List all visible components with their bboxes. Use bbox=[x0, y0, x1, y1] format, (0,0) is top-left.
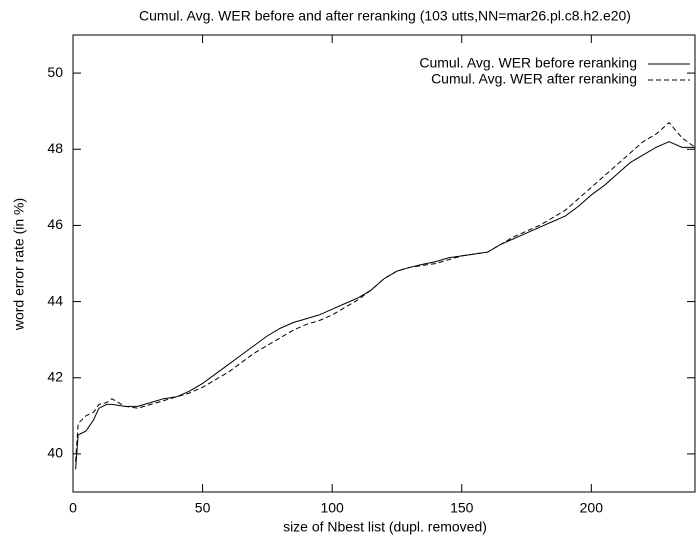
y-tick-label: 40 bbox=[47, 445, 63, 461]
y-tick-label: 42 bbox=[47, 368, 63, 384]
x-tick-label: 100 bbox=[320, 500, 344, 516]
y-axis-label: word error rate (in %) bbox=[11, 198, 27, 331]
chart-title: Cumul. Avg. WER before and after reranki… bbox=[139, 8, 631, 24]
x-axis-label: size of Nbest list (dupl. removed) bbox=[283, 519, 487, 535]
series-line bbox=[75, 141, 695, 470]
y-tick-label: 44 bbox=[47, 292, 63, 308]
x-tick-label: 0 bbox=[69, 500, 77, 516]
legend-label: Cumul. Avg. WER after reranking bbox=[431, 71, 637, 87]
legend-label: Cumul. Avg. WER before reranking bbox=[419, 55, 637, 71]
plot-frame bbox=[72, 34, 696, 493]
y-tick-label: 50 bbox=[47, 64, 63, 80]
x-tick-label: 200 bbox=[580, 500, 604, 516]
x-tick-label: 150 bbox=[450, 500, 474, 516]
series-line bbox=[75, 121, 696, 462]
y-tick-label: 46 bbox=[47, 216, 63, 232]
y-tick-label: 48 bbox=[47, 140, 63, 156]
x-tick-label: 50 bbox=[195, 500, 211, 516]
